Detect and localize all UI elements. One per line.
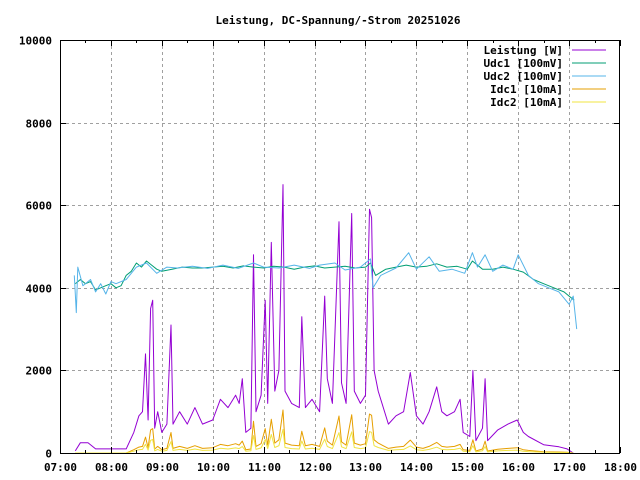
grid-lines (60, 40, 620, 453)
x-tick-label: 17:00 (553, 461, 586, 474)
x-tick-label: 16:00 (502, 461, 535, 474)
legend: Leistung [W]Udc1 [100mV]Udc2 [100mV]Idc1… (484, 44, 606, 109)
chart-title: Leistung, DC-Spannung/-Strom 20251026 (215, 14, 460, 27)
series-line-4 (75, 428, 574, 454)
series-line-0 (74, 184, 574, 454)
series-lines (73, 184, 578, 454)
y-tick-label: 6000 (26, 200, 53, 213)
x-tick-label: 18:00 (604, 461, 637, 474)
x-tick-label: 14:00 (400, 461, 433, 474)
y-tick-label: 0 (45, 448, 52, 461)
x-tick-label: 09:00 (146, 461, 179, 474)
legend-label: Udc1 [100mV] (484, 57, 563, 70)
series-line-3 (75, 409, 574, 454)
x-tick-label: 12:00 (299, 461, 332, 474)
x-tick-label: 08:00 (95, 461, 128, 474)
series-line-1 (74, 260, 575, 301)
y-tick-label: 4000 (26, 283, 53, 296)
y-tick-label: 10000 (19, 35, 52, 48)
x-tick-label: 07:00 (44, 461, 77, 474)
legend-label: Leistung [W] (484, 44, 563, 57)
legend-label: Udc2 [100mV] (484, 70, 563, 83)
legend-label: Idc2 [10mA] (490, 96, 563, 109)
series-line-2 (73, 252, 578, 330)
x-tick-label: 13:00 (349, 461, 382, 474)
x-tick-label: 10:00 (197, 461, 230, 474)
axis-ticks: 07:00 08:00 09:00 10:00 11:00 12:00 13:00 14:00… (19, 35, 637, 475)
y-tick-label: 8000 (26, 118, 53, 131)
legend-label: Idc1 [10mA] (490, 83, 563, 96)
x-tick-label: 15:00 (451, 461, 484, 474)
x-tick-label: 11:00 (248, 461, 281, 474)
y-tick-label: 2000 (26, 365, 53, 378)
